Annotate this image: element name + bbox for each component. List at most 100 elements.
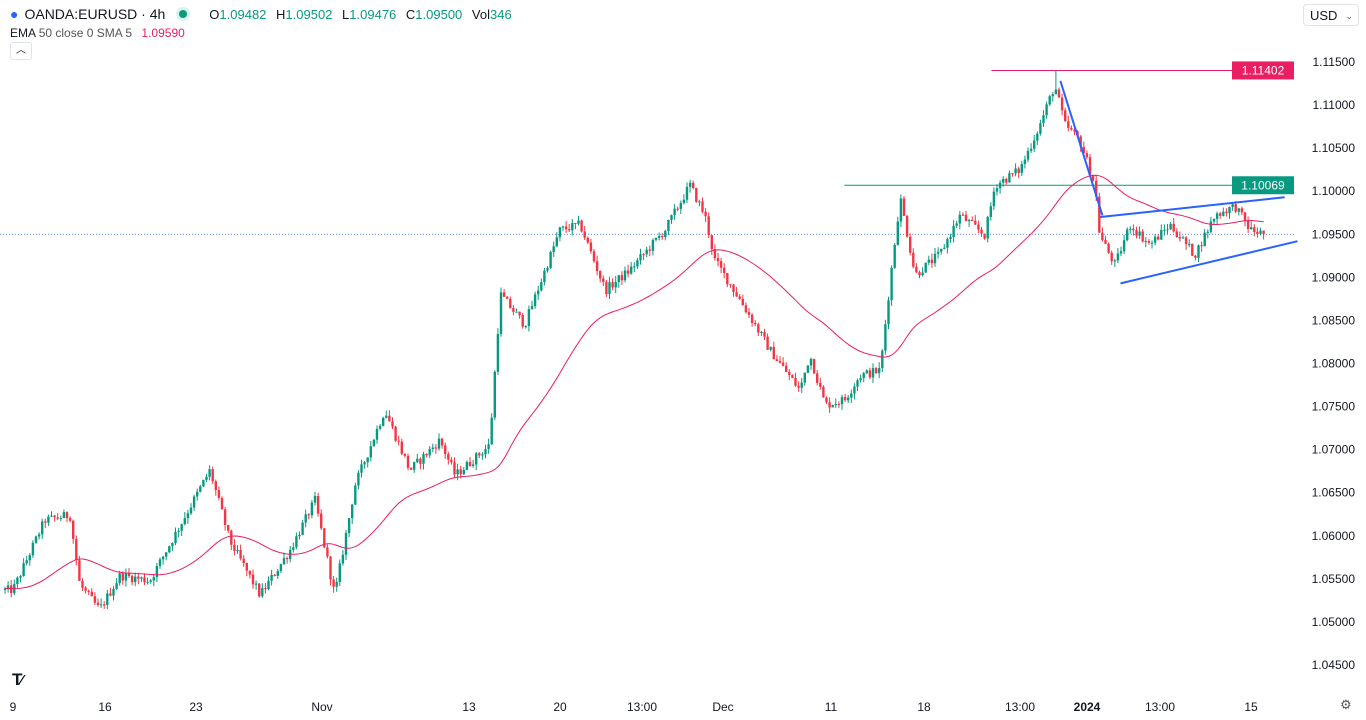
candle	[1222, 207, 1225, 217]
candle-body	[1184, 237, 1188, 245]
candle	[608, 276, 611, 299]
candle-body	[174, 531, 177, 544]
candle	[223, 506, 227, 531]
trendline[interactable]	[1120, 240, 1298, 285]
candle	[130, 574, 134, 586]
price-tick-label: 1.08000	[1312, 356, 1356, 370]
trendline[interactable]	[1059, 80, 1104, 216]
candle	[1119, 246, 1123, 257]
candle-body	[236, 550, 239, 552]
candle	[1029, 143, 1033, 153]
candle-body	[955, 223, 958, 226]
candle-body	[887, 300, 890, 325]
indicator-legend[interactable]: EMA 50 close 0 SMA 5 1.09590	[10, 26, 185, 40]
oanda-logo-icon: ●	[10, 6, 19, 22]
candle	[757, 322, 760, 337]
candle	[50, 511, 53, 518]
price-axis[interactable]: 1.11500 1.11000 1.10500 1.10000 1.09500 1.090…	[1312, 55, 1356, 672]
price-tick-label: 1.05000	[1312, 615, 1356, 629]
candle	[1116, 248, 1120, 264]
candle-body	[676, 208, 679, 210]
candle-body	[196, 491, 199, 497]
candle	[385, 410, 388, 419]
candle	[1067, 115, 1070, 132]
high-label: H	[276, 6, 286, 22]
candle	[862, 371, 865, 383]
candle-body	[1132, 228, 1135, 231]
currency-select[interactable]: USD ⌄	[1303, 4, 1359, 26]
candle	[1256, 227, 1259, 238]
symbol-title[interactable]: OANDA:EURUSD · 4h	[24, 6, 166, 22]
candle-body	[103, 604, 106, 606]
candle	[692, 180, 695, 190]
candle	[425, 453, 428, 458]
candle	[890, 265, 893, 306]
candle-body	[1116, 253, 1120, 261]
candle-body	[853, 386, 856, 394]
candle	[583, 226, 586, 240]
candle	[971, 216, 974, 222]
candle	[949, 233, 952, 243]
candle	[595, 255, 599, 276]
price-level-label: 1.10069	[1241, 178, 1285, 192]
candle	[6, 581, 10, 593]
trendline[interactable]	[1100, 196, 1285, 219]
candle-body	[822, 386, 825, 398]
tradingview-logo[interactable]: T⁄	[12, 670, 22, 689]
candle	[713, 244, 717, 261]
candle	[670, 214, 673, 224]
candle-body	[983, 233, 986, 239]
candle	[840, 394, 844, 410]
candle	[816, 370, 819, 386]
candle-body	[992, 191, 996, 207]
candle-body	[803, 372, 806, 383]
candle-body	[862, 373, 865, 379]
candle	[261, 583, 264, 598]
candle	[499, 287, 503, 337]
candle-body	[639, 254, 642, 261]
candle-body	[812, 358, 816, 374]
candle-body	[478, 453, 481, 456]
collapse-legend-button[interactable]: ︿	[10, 42, 32, 60]
candle	[1054, 70, 1058, 95]
candle-body	[397, 440, 400, 442]
ohlc-values: O1.09482 H1.09502 L1.09476 C1.09500 Vol3…	[203, 7, 511, 22]
candle-body	[933, 253, 937, 264]
candle	[47, 514, 50, 526]
candle	[667, 219, 670, 236]
candle-body	[447, 454, 450, 460]
candle-body	[199, 486, 202, 492]
candle-body	[1051, 94, 1054, 97]
candle-body	[258, 583, 261, 597]
candle-body	[106, 593, 109, 605]
candle	[778, 356, 782, 364]
candle-body	[453, 462, 456, 475]
candle-body	[1253, 227, 1256, 232]
price-tick-label: 1.10000	[1312, 184, 1356, 198]
candle-body	[425, 453, 428, 456]
candle-body	[1219, 213, 1222, 216]
candle	[264, 582, 267, 594]
candle	[316, 492, 320, 517]
candle-body	[354, 485, 357, 505]
currency-label: USD	[1310, 8, 1338, 23]
candle	[812, 358, 816, 374]
candle-body	[620, 275, 624, 281]
candle-body	[1262, 230, 1265, 235]
candle	[707, 212, 710, 239]
settings-icon[interactable]: ⚙	[1340, 697, 1352, 712]
candle-body	[580, 220, 583, 232]
candle	[450, 456, 453, 465]
candle-body	[757, 324, 760, 333]
candle-body	[915, 266, 918, 273]
candle	[1237, 208, 1240, 216]
candle-body	[673, 208, 676, 216]
candle-body	[785, 365, 788, 373]
candle-body	[781, 362, 785, 366]
candle-body	[499, 292, 503, 335]
time-axis[interactable]: 9 16 23 Nov 13 20 13:00 Dec 11 18 13:00 2024 13:00 15	[10, 700, 1258, 714]
candle	[56, 513, 59, 521]
candle-body	[59, 518, 62, 520]
candle-body	[1188, 243, 1191, 245]
